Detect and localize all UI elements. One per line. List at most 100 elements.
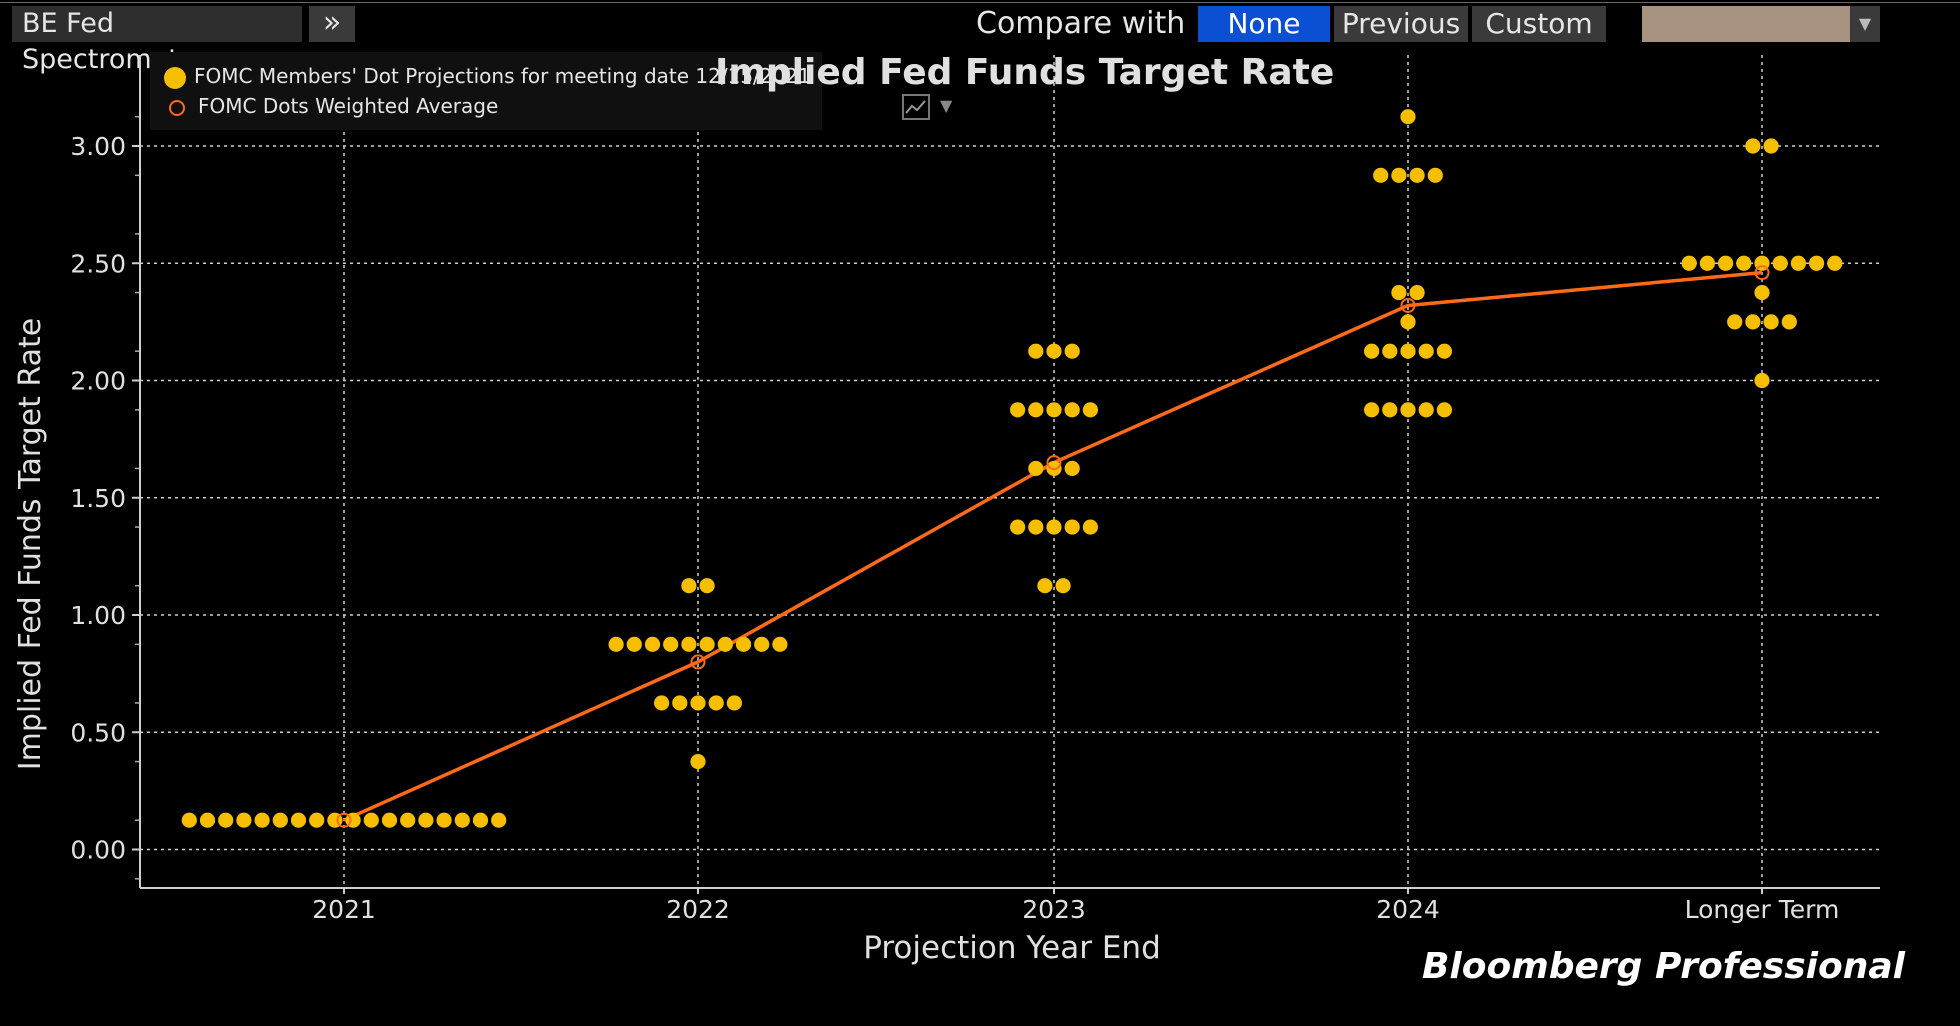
y-tick-label: 1.00 [70, 601, 126, 630]
y-axis-label: Implied Fed Funds Target Rate [13, 318, 48, 770]
app-name-field[interactable]: BE Fed Spectrometer [12, 6, 302, 75]
dot-point [1010, 519, 1026, 535]
dot-point [181, 812, 197, 828]
legend-ring-marker [169, 99, 185, 116]
chart-type-button[interactable]: ▼ [902, 92, 962, 124]
x-tick-label: 2024 [1376, 895, 1440, 924]
legend-item-dots: FOMC Members' Dot Projections for meetin… [164, 64, 811, 89]
dot-point [608, 636, 624, 652]
dot-point [400, 812, 416, 828]
dot-point [1382, 402, 1398, 418]
compare-none-button[interactable]: None [1198, 6, 1330, 42]
dot-point [1400, 314, 1416, 330]
dot-point [1373, 167, 1389, 183]
x-tick-label: 2023 [1022, 895, 1086, 924]
compare-label: Compare with [976, 6, 1186, 41]
dot-point [1391, 167, 1407, 183]
dot-point [1046, 519, 1062, 535]
legend-average-label: FOMC Dots Weighted Average [198, 94, 499, 118]
compare-previous-button[interactable]: Previous [1334, 6, 1468, 42]
legend-item-average: FOMC Dots Weighted Average [164, 94, 498, 118]
legend-dot-marker [164, 66, 186, 89]
dot-point [1409, 284, 1425, 301]
chevron-down-icon[interactable]: ▼ [1850, 6, 1880, 42]
dot-point [1046, 343, 1062, 359]
dot-point [1082, 402, 1098, 418]
dot-point [1781, 314, 1797, 330]
compare-custom-button[interactable]: Custom [1472, 6, 1606, 42]
dot-point [1436, 402, 1452, 418]
dot-point [1028, 402, 1044, 418]
dot-projections [181, 109, 1843, 828]
dot-point [1364, 343, 1380, 359]
average-point [1754, 265, 1770, 281]
grid-lines [140, 55, 1880, 888]
average-point [690, 654, 706, 670]
y-tick-label: 0.00 [70, 836, 126, 865]
dot-point [1400, 343, 1416, 359]
chevron-down-icon: ▼ [940, 96, 953, 115]
average-point [1046, 455, 1062, 471]
dot-point [1364, 402, 1380, 418]
average-point [1400, 297, 1416, 313]
dot-point [472, 812, 489, 828]
dot-point [1754, 372, 1770, 389]
toolbar: BE Fed Spectrometer » Compare with None … [0, 0, 1960, 75]
dot-point [1681, 255, 1697, 271]
dot-point [1718, 255, 1734, 271]
dot-point [1736, 255, 1752, 271]
x-tick-label: Longer Term [1685, 895, 1840, 924]
y-tick-label: 2.50 [70, 249, 126, 278]
dot-point [717, 636, 733, 652]
dot-point [1400, 402, 1416, 418]
dot-point [1754, 284, 1770, 301]
dot-point [1418, 343, 1434, 359]
dot-point [218, 812, 234, 828]
dot-point [654, 695, 670, 711]
line-chart-icon [902, 94, 930, 120]
dot-point [1046, 402, 1062, 418]
dot-point [1400, 109, 1416, 125]
dot-point [1809, 255, 1825, 271]
dot-point [663, 636, 679, 652]
dot-point [1028, 343, 1044, 359]
y-tick-label: 0.50 [70, 718, 126, 747]
dot-point [1745, 314, 1761, 330]
dot-point [626, 636, 642, 652]
dot-point [699, 636, 715, 652]
dot-point [1064, 460, 1080, 477]
dot-point [708, 695, 724, 711]
average-markers [336, 265, 1770, 828]
dot-point [1763, 138, 1779, 154]
y-tick-label: 2.00 [70, 367, 126, 396]
dot-point [1055, 578, 1071, 594]
brand-logo: Bloomberg Professional [1421, 946, 1905, 987]
dot-point [1745, 138, 1761, 154]
x-tick-label: 2022 [666, 895, 730, 924]
chart-legend: FOMC Members' Dot Projections for meetin… [150, 52, 822, 130]
dot-point [1064, 343, 1080, 359]
dot-point [491, 812, 507, 828]
expand-icon[interactable]: » [309, 6, 355, 42]
dot-point [754, 636, 770, 652]
dot-point [1028, 519, 1044, 535]
average-point [336, 812, 352, 828]
dot-point [1028, 460, 1044, 477]
dot-point [1727, 314, 1743, 330]
dot-point [690, 695, 706, 711]
dot-point [1699, 255, 1715, 271]
dot-point [699, 578, 715, 594]
dot-point [254, 812, 270, 828]
dot-point [1409, 167, 1425, 183]
dot-point [1064, 402, 1080, 418]
x-axis-label: Projection Year End [863, 930, 1161, 966]
color-swatch[interactable] [1642, 6, 1850, 42]
dot-point [454, 812, 470, 828]
dot-point [418, 812, 434, 828]
y-tick-labels: 0.00 0.50 1.00 1.50 2.00 2.50 3.00 [70, 132, 126, 865]
dot-point [1827, 255, 1843, 271]
dot-point [381, 812, 398, 828]
dot-point [1763, 314, 1779, 330]
dot-point [644, 636, 661, 652]
dot-point [1082, 519, 1098, 535]
